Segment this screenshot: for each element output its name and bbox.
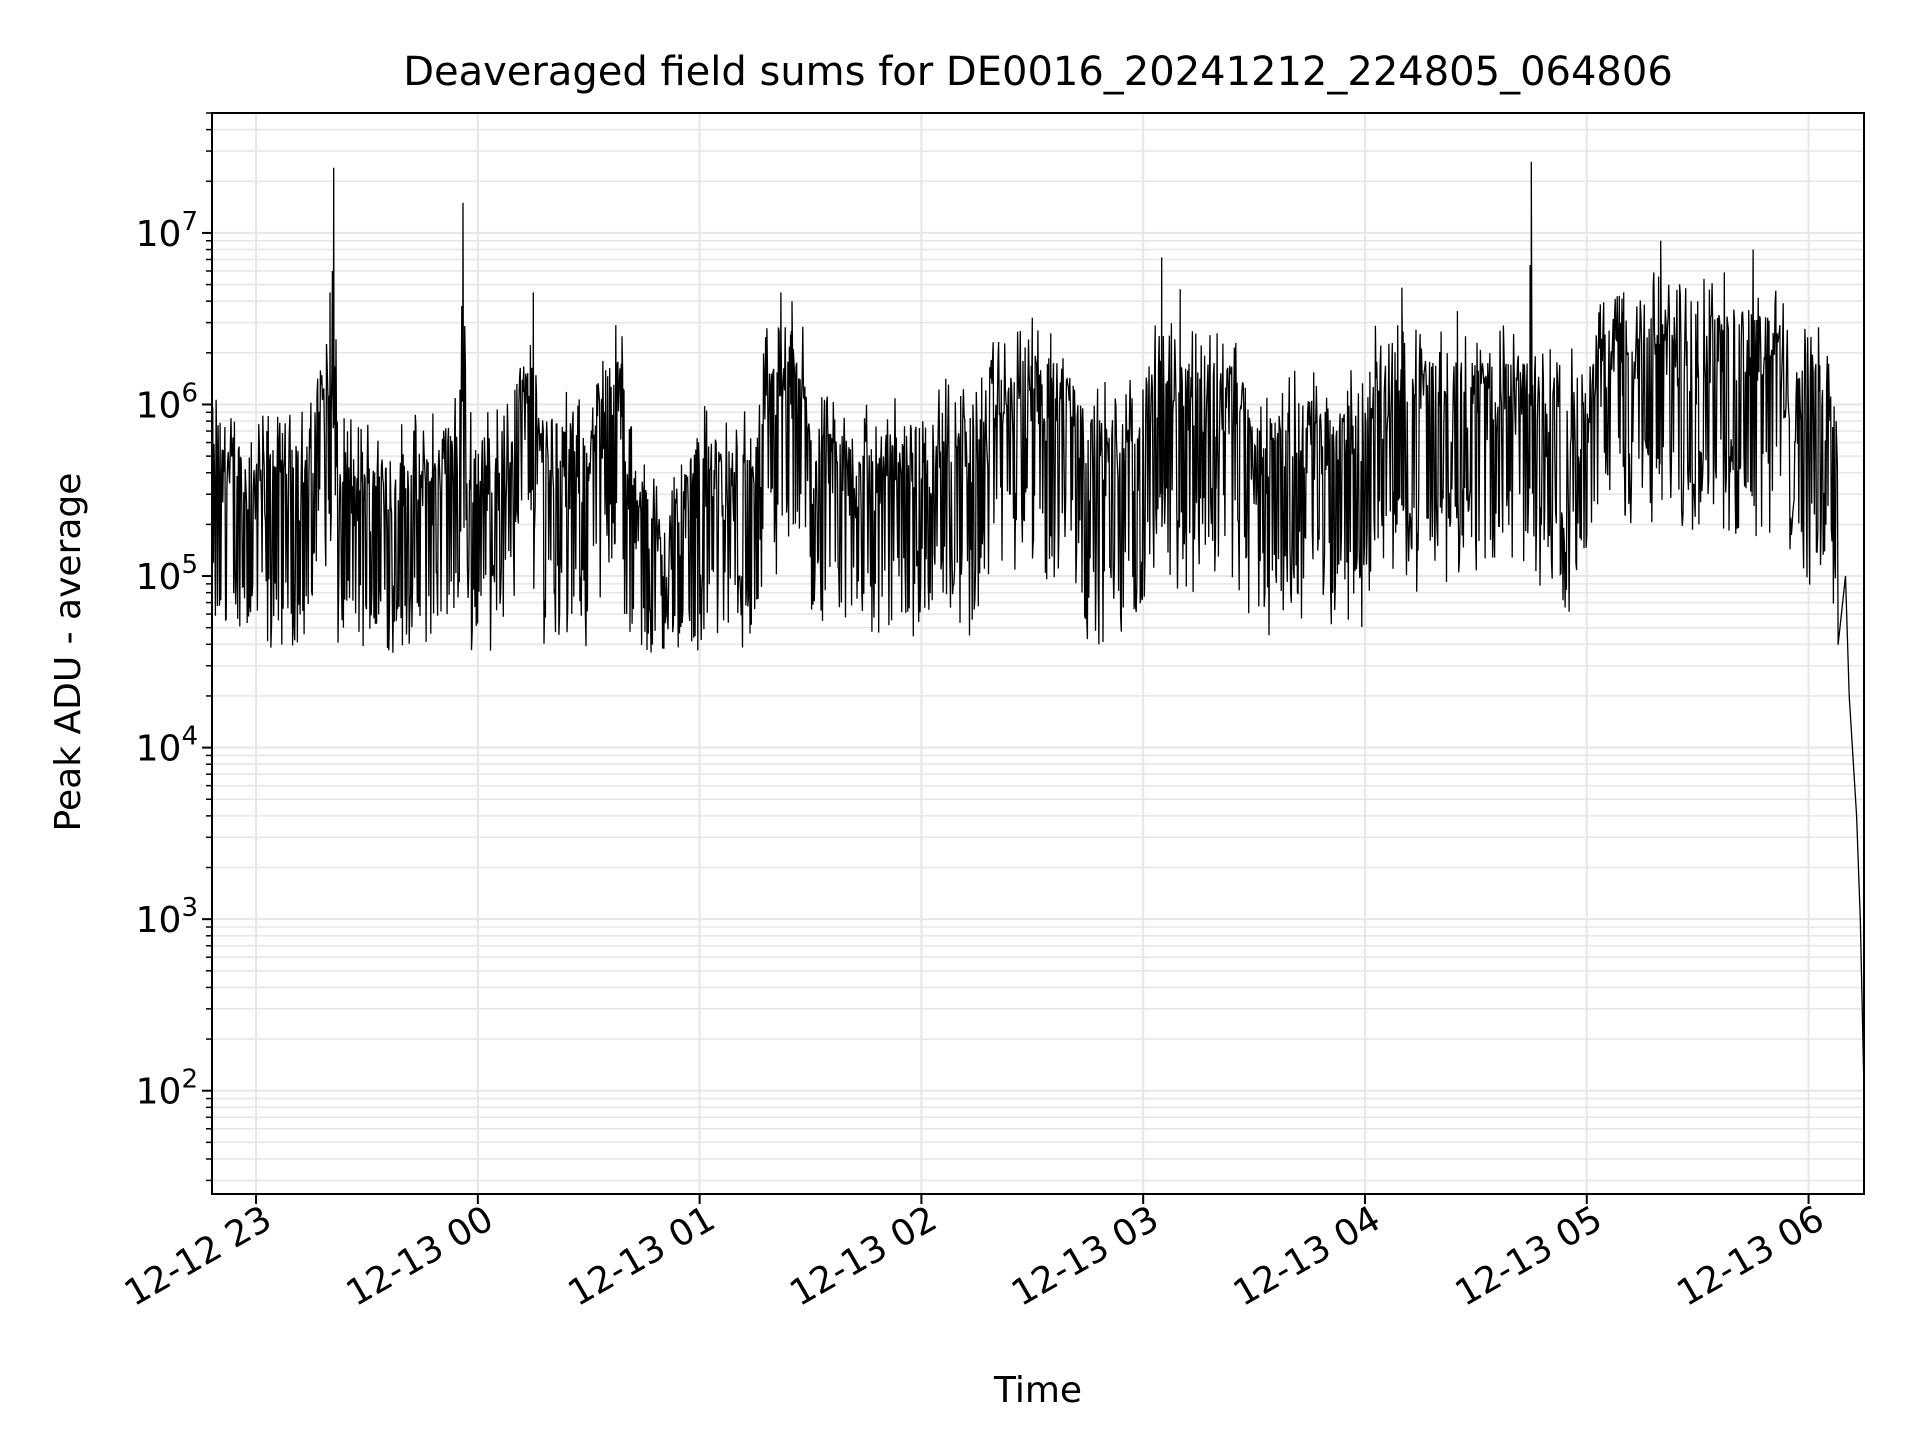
x-tick-label: 12-13 06 xyxy=(1670,1198,1831,1314)
y-tick-label: 104 xyxy=(136,722,198,770)
x-tick-label: 12-13 00 xyxy=(340,1198,501,1314)
grid xyxy=(212,112,1864,1194)
x-tick-label: 12-12 23 xyxy=(118,1198,279,1314)
chart-title: Deaveraged field sums for DE0016_2024121… xyxy=(403,49,1673,95)
y-axis-label: Peak ADU - average xyxy=(48,473,89,832)
y-tick-label: 106 xyxy=(136,378,198,426)
y-axis: 102 103 104 105 106 107 xyxy=(136,112,212,1182)
x-tick-label: 12-13 01 xyxy=(561,1198,722,1314)
x-tick-label: 12-13 02 xyxy=(783,1198,944,1314)
plot-frame xyxy=(211,112,1865,1195)
x-tick-label: 12-13 03 xyxy=(1005,1198,1166,1314)
y-tick-label: 105 xyxy=(136,550,198,598)
x-tick-label: 12-13 05 xyxy=(1449,1198,1610,1314)
y-tick-label: 107 xyxy=(136,207,198,255)
y-tick-label: 103 xyxy=(136,893,198,941)
series-group xyxy=(211,161,1865,1091)
y-tick-label: 102 xyxy=(136,1065,198,1113)
x-tick-label: 12-13 04 xyxy=(1227,1198,1388,1314)
series-line xyxy=(211,161,1865,1091)
x-axis-label: Time xyxy=(993,1370,1082,1411)
x-axis: 12-12 23 12-13 00 12-13 01 12-13 02 12-13 03… xyxy=(118,1194,1831,1315)
